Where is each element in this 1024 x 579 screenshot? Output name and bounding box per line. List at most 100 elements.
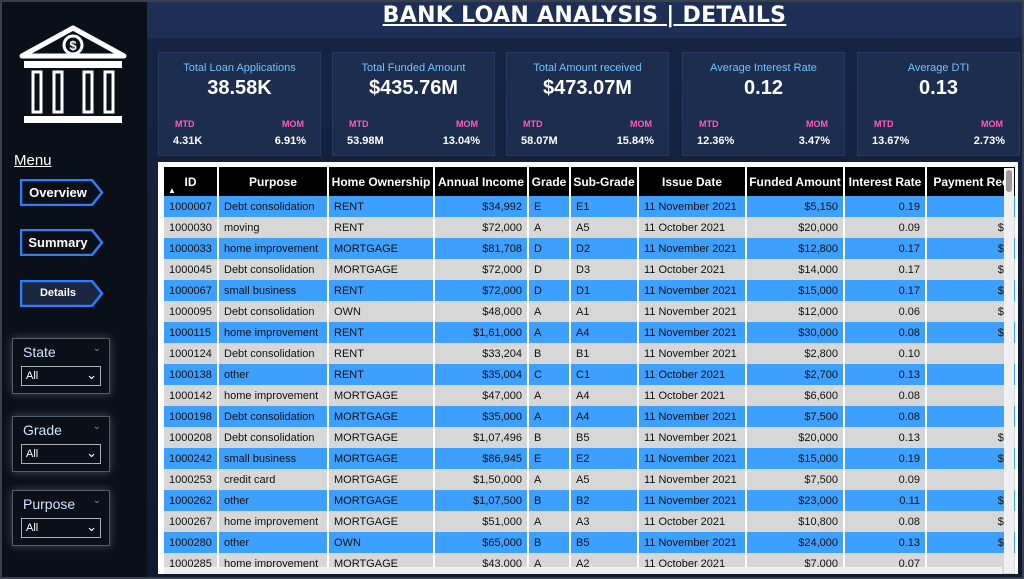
details-table-container[interactable]: ID ▲ Purpose Home Ownership Annual Income Gra… xyxy=(158,162,1018,574)
table-cell: 0.09 xyxy=(844,217,927,238)
table-cell: 1000198 xyxy=(164,406,219,427)
table-row[interactable]: 1000045 Debt consolidation MORTGAGE $72,000… xyxy=(164,259,1017,280)
table-row[interactable]: 1000280 other OWN $65,000 B B5 11 November 202… xyxy=(164,532,1017,553)
table-row[interactable]: 1000030 moving RENT $72,000 A A5 11 October 20… xyxy=(164,217,1017,238)
table-cell: $1,07,496 xyxy=(434,427,529,448)
table-row[interactable]: 1000033 home improvement MORTGAGE $81,708 D D… xyxy=(164,238,1017,259)
grade-slicer[interactable]: Grade ⌄ All ⌄ xyxy=(12,416,110,472)
column-header[interactable]: Grade xyxy=(528,167,571,196)
table-cell: $33,204 xyxy=(434,343,529,364)
column-header-label: Payment Rec xyxy=(933,174,1009,189)
kpi-mtd-label: MTD xyxy=(175,119,195,129)
table-row[interactable]: 1000262 other MORTGAGE $1,07,500 B B2 11 Novem… xyxy=(164,490,1017,511)
table-cell: $1 xyxy=(926,259,1017,280)
column-header[interactable]: Sub-Grade xyxy=(570,167,639,196)
column-header[interactable]: Interest Rate xyxy=(844,167,927,196)
state-slicer[interactable]: State ⌄ All ⌄ xyxy=(12,338,110,394)
table-cell: $1,50,000 xyxy=(434,469,529,490)
table-cell: $30,000 xyxy=(746,322,845,343)
table-cell: 1000007 xyxy=(164,196,219,217)
kpi-value: 38.58K xyxy=(207,77,272,99)
table-cell: E1 xyxy=(570,196,639,217)
table-row[interactable]: 1000115 home improvement RENT $1,61,000 A A4 1… xyxy=(164,322,1017,343)
column-header[interactable]: Purpose xyxy=(218,167,329,196)
column-header-label: Annual Income xyxy=(437,174,524,189)
kpi-mom-label: MOM xyxy=(456,119,478,129)
table-row[interactable]: 1000138 other RENT $35,004 C C1 11 October 202… xyxy=(164,364,1017,385)
table-cell: 1000033 xyxy=(164,238,219,259)
nav-details-button[interactable]: Details xyxy=(20,280,104,307)
column-header[interactable]: Annual Income xyxy=(434,167,529,196)
table-cell: 11 October 2021 xyxy=(638,217,747,238)
table-cell: RENT xyxy=(328,322,435,343)
column-header-label: Funded Amount xyxy=(749,174,841,189)
vertical-scrollbar[interactable] xyxy=(1004,168,1014,573)
grade-dropdown[interactable]: All ⌄ xyxy=(21,444,101,464)
table-cell: 1000262 xyxy=(164,490,219,511)
table-cell: 11 November 2021 xyxy=(638,469,747,490)
column-header-label: Interest Rate xyxy=(848,174,922,189)
chevron-down-icon: ⌄ xyxy=(86,367,97,382)
collapse-chevron-icon[interactable]: ⌄ xyxy=(92,421,101,432)
nav-overview-button[interactable]: Overview xyxy=(20,179,104,206)
table-cell: RENT xyxy=(328,196,435,217)
table-cell: 1000208 xyxy=(164,427,219,448)
table-cell: 11 November 2021 xyxy=(638,301,747,322)
table-cell: $ xyxy=(926,406,1017,427)
table-cell: Debt consolidation xyxy=(218,343,329,364)
table-cell: $3 xyxy=(926,322,1017,343)
grade-slicer-label: Grade xyxy=(23,422,62,438)
table-row[interactable]: 1000198 Debt consolidation MORTGAGE $35,000… xyxy=(164,406,1017,427)
kpi-card-total-loan-applications: Total Loan Applications 38.58K MTD MOM 4… xyxy=(158,52,321,156)
state-dropdown[interactable]: All ⌄ xyxy=(21,366,101,386)
state-slicer-label: State xyxy=(23,344,56,360)
table-cell: 1000267 xyxy=(164,511,219,532)
table-cell: 11 November 2021 xyxy=(638,238,747,259)
table-row[interactable]: 1000095 Debt consolidation OWN $48,000 A A1 11… xyxy=(164,301,1017,322)
kpi-mom-value: 2.73% xyxy=(973,135,1005,147)
column-header[interactable]: ID ▲ xyxy=(164,167,219,196)
kpi-card-total-amount-received: Total Amount received $473.07M MTD MOM 5… xyxy=(506,52,669,156)
table-row[interactable]: 1000124 Debt consolidation RENT $33,204 B B1 1… xyxy=(164,343,1017,364)
kpi-mtd-label: MTD xyxy=(699,119,719,129)
table-row[interactable]: 1000253 credit card MORTGAGE $1,50,000 A A5 11… xyxy=(164,469,1017,490)
table-row[interactable]: 1000067 small business RENT $72,000 D D1 11 No… xyxy=(164,280,1017,301)
table-cell: home improvement xyxy=(218,322,329,343)
table-cell: $12,800 xyxy=(746,238,845,259)
table-cell: E2 xyxy=(570,448,639,469)
column-header[interactable]: Payment Rec xyxy=(926,167,1017,196)
collapse-chevron-icon[interactable]: ⌄ xyxy=(92,343,101,354)
table-cell: A3 xyxy=(570,511,639,532)
column-header[interactable]: Issue Date xyxy=(638,167,747,196)
table-cell: A xyxy=(528,469,571,490)
table-cell: 1000115 xyxy=(164,322,219,343)
table-cell: 0.19 xyxy=(844,196,927,217)
table-row[interactable]: 1000208 Debt consolidation MORTGAGE $1,07,4… xyxy=(164,427,1017,448)
table-cell: $34,992 xyxy=(434,196,529,217)
table-row[interactable]: 1000007 Debt consolidation RENT $34,992 E E1 1… xyxy=(164,196,1017,217)
table-cell: OWN xyxy=(328,532,435,553)
column-header[interactable]: Home Ownership xyxy=(328,167,435,196)
table-row[interactable]: 1000142 home improvement MORTGAGE $47,000 A A… xyxy=(164,385,1017,406)
sidebar: $ Menu Overview Summary Details State ⌄ … xyxy=(2,2,147,577)
table-row[interactable]: 1000267 home improvement MORTGAGE $51,000 A A… xyxy=(164,511,1017,532)
table-row[interactable]: 1000242 small business MORTGAGE $86,945 E E2 1… xyxy=(164,448,1017,469)
scrollbar-thumb[interactable] xyxy=(1006,170,1012,192)
column-header[interactable]: Funded Amount xyxy=(746,167,845,196)
horizontal-scrollbar[interactable] xyxy=(164,567,1002,574)
purpose-slicer[interactable]: Purpose ⌄ All ⌄ xyxy=(12,490,110,546)
table-cell: MORTGAGE xyxy=(328,385,435,406)
purpose-dropdown[interactable]: All ⌄ xyxy=(21,518,101,538)
kpi-mtd-label: MTD xyxy=(874,119,894,129)
table-cell: $51,000 xyxy=(434,511,529,532)
chevron-down-icon: ⌄ xyxy=(86,445,97,460)
nav-summary-button[interactable]: Summary xyxy=(20,229,104,256)
kpi-mom-label: MOM xyxy=(282,119,304,129)
table-cell: 0.08 xyxy=(844,511,927,532)
table-cell: $1 xyxy=(926,511,1017,532)
table-cell: OWN xyxy=(328,301,435,322)
table-cell: $7,500 xyxy=(746,406,845,427)
grade-dropdown-value: All xyxy=(26,448,39,460)
nav-details-label: Details xyxy=(39,287,77,299)
collapse-chevron-icon[interactable]: ⌄ xyxy=(92,495,101,506)
